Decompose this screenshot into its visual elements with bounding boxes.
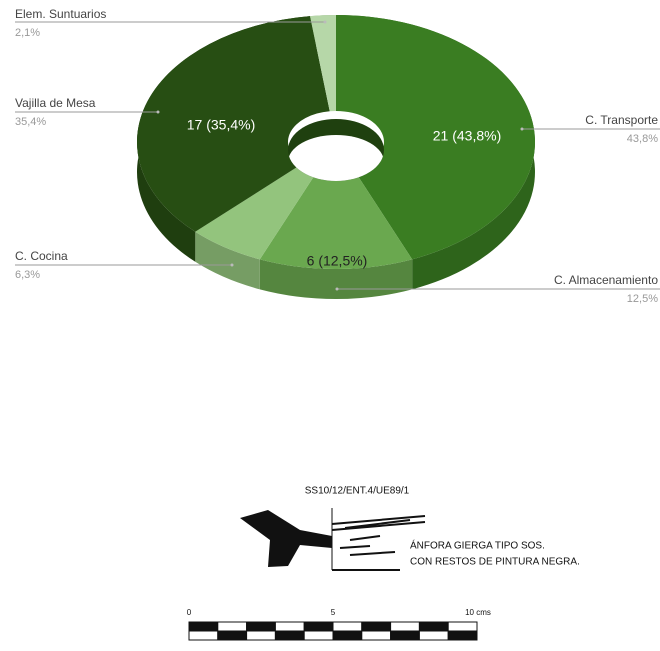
scale-segment	[274, 630, 305, 641]
figure-caption: ÁNFORA GIERGA TIPO SOS.	[410, 539, 545, 552]
percentage-label: 6,3%	[15, 269, 40, 281]
legend-label: C. Cocina	[15, 249, 68, 263]
scale-segment	[332, 630, 363, 641]
scale-segment	[390, 630, 420, 641]
legend-label: Elem. Suntuarios	[15, 7, 106, 21]
scale-label: 0	[187, 608, 192, 617]
percentage-label: 2,1%	[15, 27, 40, 39]
amphora-section	[331, 515, 426, 571]
scale-segment	[246, 630, 276, 641]
leader-dot	[335, 287, 339, 291]
scale-segment	[447, 630, 478, 641]
scale-segment	[418, 621, 449, 632]
figure-code: SS10/12/ENT.4/UE89/1	[305, 486, 410, 497]
value-label: 21 (43,8%)	[433, 128, 501, 144]
scale-segment	[188, 621, 219, 632]
percentage-label: 35,4%	[15, 116, 46, 128]
slice-side	[195, 231, 260, 290]
leader-dot	[230, 263, 234, 267]
scale-segment	[332, 621, 363, 632]
scale-segment	[303, 621, 334, 632]
amphora-figure: SS10/12/ENT.4/UE89/1 ÁNFORA GIERGA TIPO …	[187, 486, 580, 641]
leader-dot	[156, 110, 160, 114]
scale-bar	[188, 621, 478, 641]
scale-label: 10 cms	[465, 608, 491, 617]
scale-segment	[303, 630, 334, 641]
scale-segment	[390, 621, 420, 632]
figure-caption: CON RESTOS DE PINTURA NEGRA.	[410, 557, 580, 568]
leader-dot	[520, 127, 524, 131]
value-label: 6 (12,5%)	[307, 253, 368, 269]
percentage-label: 43,8%	[627, 133, 658, 145]
hole	[288, 135, 384, 181]
legend-label: C. Almacenamiento	[554, 273, 658, 287]
slice	[259, 170, 413, 269]
legend-label: Vajilla de Mesa	[15, 96, 96, 110]
slice	[137, 16, 330, 232]
leader-dot	[323, 20, 327, 24]
scale-segment	[418, 630, 449, 641]
pie-chart: C. Transporte 43,8% 21 (43,8%) C. Almacenam…	[15, 7, 660, 305]
scale-segment	[217, 630, 248, 641]
scale-segment	[361, 621, 392, 632]
percentage-label: 12,5%	[627, 293, 658, 305]
slice	[336, 15, 535, 260]
scale-segment	[188, 630, 219, 641]
slice	[195, 163, 318, 260]
scale-segment	[447, 621, 478, 632]
value-label: 17 (35,4%)	[187, 117, 255, 133]
scale-label: 5	[331, 608, 336, 617]
legend-label: C. Transporte	[585, 113, 658, 127]
amphora-profile	[240, 510, 332, 567]
scale-segment	[274, 621, 305, 632]
slice	[310, 15, 336, 112]
scale-segment	[217, 621, 248, 632]
scale-segment	[361, 630, 392, 641]
scale-segment	[246, 621, 276, 632]
